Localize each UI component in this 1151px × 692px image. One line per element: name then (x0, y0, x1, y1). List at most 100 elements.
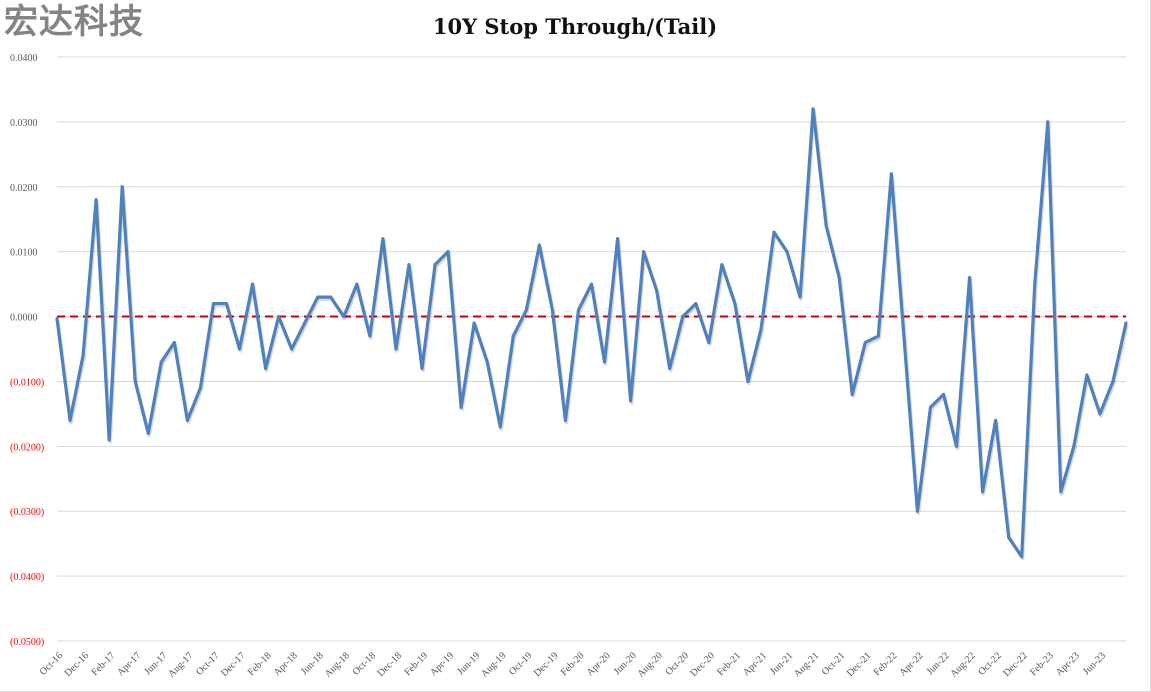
data-point (746, 379, 750, 383)
x-tick-label: Oct-20 (663, 650, 690, 677)
data-point (303, 321, 307, 325)
data-point (1085, 373, 1089, 377)
data-point (381, 237, 385, 241)
data-point (394, 347, 398, 351)
data-point (459, 405, 463, 409)
x-tick-label: Aug-21 (792, 650, 821, 679)
data-point (107, 438, 111, 442)
x-tick-label: Apr-20 (585, 650, 613, 678)
data-point (446, 250, 450, 254)
x-tick-label: Dec-19 (532, 650, 561, 679)
data-point (224, 302, 228, 306)
x-tick-label: Apr-23 (1054, 650, 1082, 678)
data-point (968, 276, 972, 280)
data-point (198, 386, 202, 390)
data-point (629, 399, 633, 403)
x-tick-label: Feb-22 (872, 650, 900, 678)
data-point (720, 263, 724, 267)
data-point (681, 315, 685, 319)
data-point (1033, 282, 1037, 286)
data-point (1059, 490, 1063, 494)
x-tick-label: Jun-18 (299, 650, 326, 677)
x-tick-label: Aug-19 (479, 650, 508, 679)
data-point (146, 431, 150, 435)
x-tick-label: Apr-21 (741, 650, 769, 678)
x-tick-label: Aug-17 (166, 650, 195, 679)
data-point (172, 341, 176, 345)
x-tick-label: Oct-21 (820, 650, 847, 677)
data-point (876, 334, 880, 338)
data-point (981, 490, 985, 494)
data-point (1098, 412, 1102, 416)
data-point (707, 341, 711, 345)
data-point (159, 360, 163, 364)
data-point (798, 295, 802, 299)
data-point (1072, 444, 1076, 448)
y-tick-label: 0.0200 (10, 183, 38, 194)
x-tick-label: Oct-19 (507, 650, 534, 677)
data-point (524, 308, 528, 312)
x-tick-label: Apr-19 (428, 650, 456, 678)
data-point (185, 418, 189, 422)
x-tick-label: Dec-22 (1001, 650, 1030, 679)
x-tick-label: Aug-20 (635, 650, 664, 679)
y-tick-label: (0.0200) (10, 442, 44, 453)
data-point (407, 263, 411, 267)
data-point (563, 418, 567, 422)
x-tick-label: Feb-20 (559, 650, 587, 678)
x-tick-label: Jun-19 (455, 650, 482, 677)
x-tick-label: Oct-22 (976, 650, 1003, 677)
x-tick-label: Jun-22 (925, 650, 952, 677)
data-point (955, 444, 959, 448)
x-tick-label: Jun-21 (768, 650, 795, 677)
data-point (329, 295, 333, 299)
x-tick-label: Apr-17 (115, 650, 143, 678)
data-point (590, 282, 593, 286)
data-point (850, 392, 854, 396)
data-point (772, 230, 776, 234)
x-tick-label: Jun-20 (612, 650, 639, 677)
x-tick-label: Feb-23 (1028, 650, 1056, 678)
x-tick-label: Jun-23 (1081, 650, 1108, 677)
data-point (485, 360, 489, 364)
x-tick-label: Dec-21 (845, 650, 874, 679)
y-tick-label: (0.0100) (10, 377, 44, 388)
data-point (994, 418, 998, 422)
data-point (616, 237, 620, 241)
data-point (642, 250, 646, 254)
y-axis-ticks: 0.0400 0.0300 0.0200 0.0100 0.0000 (0.0100) (0… (10, 53, 44, 648)
series-line (55, 107, 1128, 559)
data-point (511, 334, 515, 338)
x-tick-label: Feb-19 (402, 650, 430, 678)
y-tick-label: 0.0100 (10, 248, 38, 259)
data-point (694, 302, 698, 306)
x-tick-label: Dec-18 (375, 650, 404, 679)
y-tick-label: (0.0300) (10, 507, 44, 518)
chart-title: 10Y Stop Through/(Tail) (433, 14, 717, 39)
x-tick-label: Feb-18 (246, 650, 274, 678)
data-point (759, 328, 763, 332)
x-tick-label: Dec-16 (63, 650, 92, 679)
data-point (68, 418, 72, 422)
data-point (472, 321, 476, 325)
data-point (889, 172, 893, 176)
data-point (316, 295, 320, 299)
data-point (1124, 321, 1128, 325)
data-point (902, 341, 906, 345)
data-point (733, 302, 737, 306)
data-point (1020, 555, 1024, 559)
data-point (863, 341, 867, 345)
data-point (824, 224, 828, 228)
data-point (1046, 120, 1050, 124)
x-tick-label: Feb-17 (89, 650, 117, 678)
data-point (355, 282, 359, 286)
x-tick-label: Dec-20 (688, 650, 717, 679)
data-point (238, 347, 242, 351)
x-tick-label: Apr-22 (897, 650, 925, 678)
data-point (837, 276, 841, 280)
data-point (928, 405, 932, 409)
data-point (550, 308, 554, 312)
data-point (420, 366, 424, 370)
data-point (1007, 535, 1011, 539)
